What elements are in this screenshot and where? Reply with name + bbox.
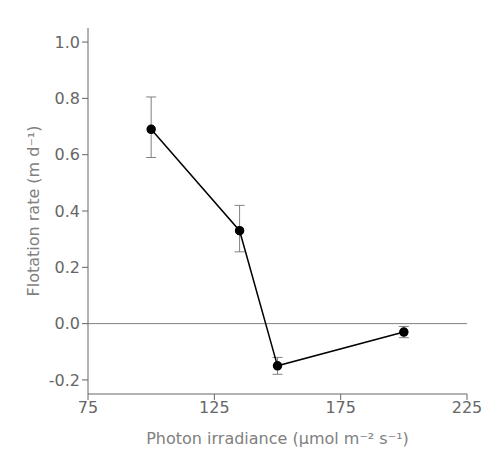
svg-text:0.0: 0.0	[55, 314, 80, 333]
svg-text:0.8: 0.8	[55, 89, 80, 108]
svg-text:75: 75	[78, 398, 98, 417]
svg-text:175: 175	[325, 398, 356, 417]
svg-text:0.2: 0.2	[55, 258, 80, 277]
svg-text:Flotation rate (m d⁻¹): Flotation rate (m d⁻¹)	[24, 125, 43, 296]
svg-text:0.6: 0.6	[55, 145, 80, 164]
svg-text:125: 125	[199, 398, 230, 417]
svg-text:1.0: 1.0	[55, 33, 80, 52]
svg-text:225: 225	[452, 398, 483, 417]
svg-text:0.4: 0.4	[55, 202, 80, 221]
svg-text:Photon irradiance (μmol m⁻² s⁻: Photon irradiance (μmol m⁻² s⁻¹)	[146, 429, 409, 448]
svg-text:-0.2: -0.2	[49, 371, 80, 390]
